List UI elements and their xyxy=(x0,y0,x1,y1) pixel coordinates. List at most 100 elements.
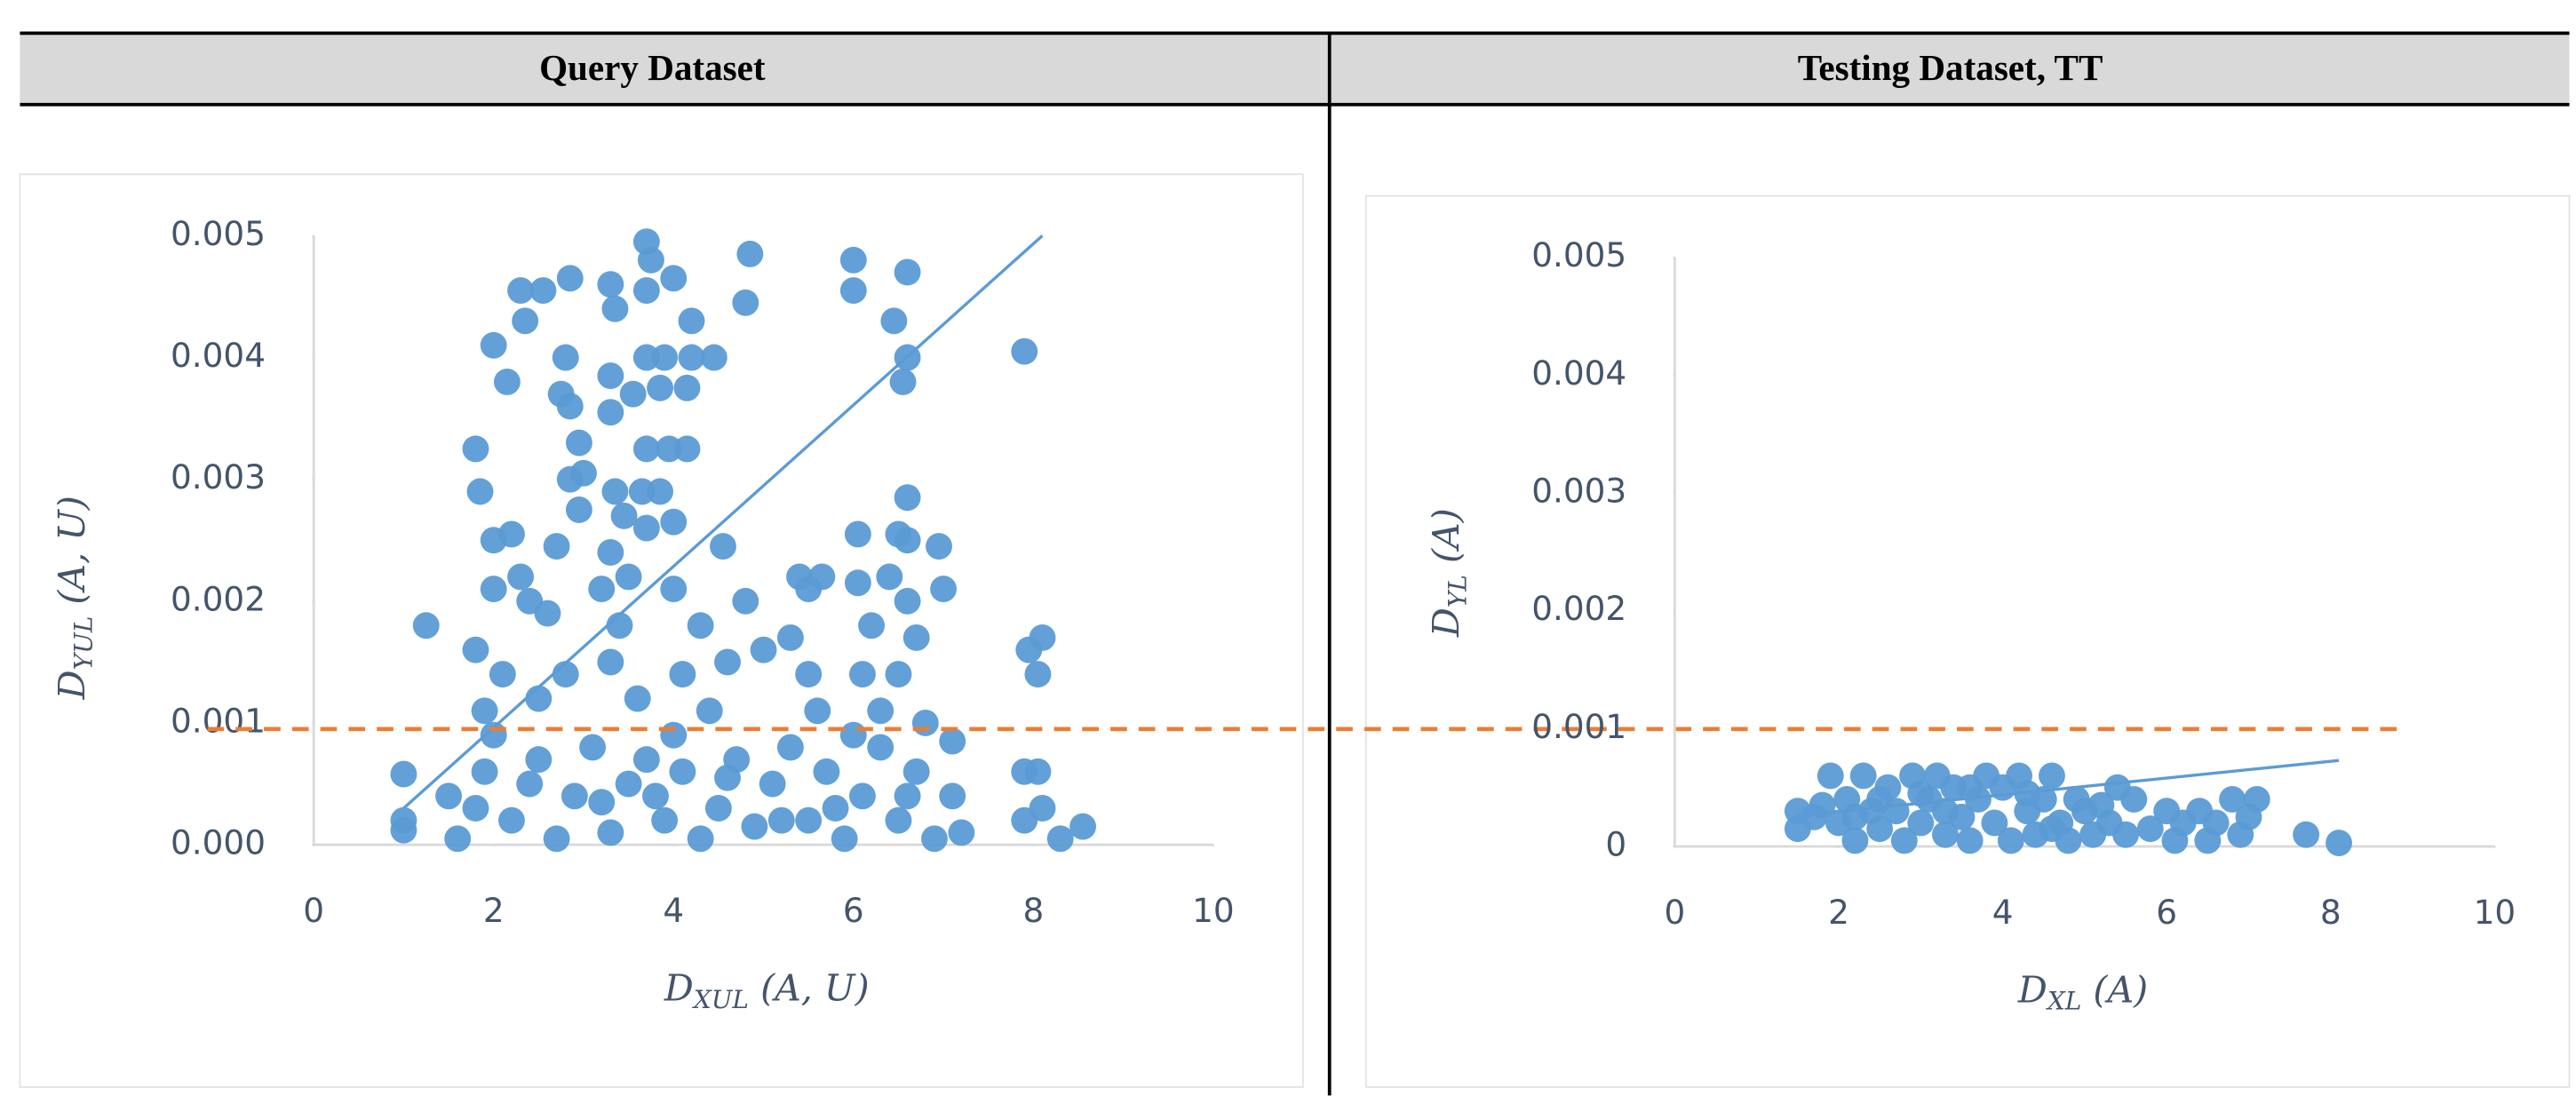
point xyxy=(1841,827,1869,854)
point xyxy=(552,344,579,371)
y-tick-label: 0.004 xyxy=(1531,353,1626,393)
point xyxy=(2095,809,2123,837)
point xyxy=(902,624,930,651)
x-tick-label: 8 xyxy=(2320,893,2341,932)
point xyxy=(632,277,660,305)
point xyxy=(660,721,688,749)
point xyxy=(435,782,463,810)
point xyxy=(480,331,507,359)
point xyxy=(525,685,553,712)
point xyxy=(615,563,642,591)
point xyxy=(2039,815,2065,843)
point xyxy=(926,533,952,560)
point xyxy=(867,734,894,761)
point xyxy=(390,816,417,844)
point xyxy=(948,819,975,846)
x-tick-label: 0 xyxy=(303,891,324,930)
point xyxy=(894,484,921,512)
y-axis-label: DYUL (A, U) xyxy=(51,496,98,700)
point xyxy=(939,782,966,810)
point xyxy=(2293,821,2320,848)
point xyxy=(687,612,714,639)
chart-frame xyxy=(19,173,1304,1088)
point xyxy=(642,782,669,810)
point xyxy=(930,576,958,603)
point xyxy=(844,520,871,548)
y-axis-label-part: YL xyxy=(1443,575,1472,608)
x-axis-label-part: XL xyxy=(2046,986,2082,1015)
point xyxy=(741,813,768,840)
point xyxy=(462,435,489,463)
point xyxy=(1817,762,1844,790)
point xyxy=(471,697,498,725)
point xyxy=(1997,827,2024,854)
point xyxy=(2039,762,2065,790)
chart-frame xyxy=(1364,195,2571,1088)
point xyxy=(480,576,507,603)
point xyxy=(885,806,912,834)
point xyxy=(619,380,647,408)
point xyxy=(759,770,786,798)
point xyxy=(710,533,736,560)
x-axis-label-part: XUL xyxy=(692,984,749,1013)
y-axis-label-part: D xyxy=(51,670,93,700)
y-tick-label: 0.001 xyxy=(171,701,266,740)
point xyxy=(813,758,840,785)
point xyxy=(894,782,921,810)
x-tick-label: 2 xyxy=(483,891,505,930)
point xyxy=(588,576,616,603)
y-tick-label: 0.003 xyxy=(171,457,266,496)
point xyxy=(673,435,701,463)
y-axis-label-part: (A) xyxy=(1425,508,1467,575)
y-tick-label: 0.002 xyxy=(171,579,266,618)
x-tick-label: 10 xyxy=(2474,893,2516,932)
point xyxy=(795,806,823,834)
point xyxy=(687,825,714,853)
point xyxy=(848,661,876,688)
x-axis-label-part: (A) xyxy=(2081,968,2148,1011)
point xyxy=(565,496,592,523)
panel-title: Testing Dataset, TT xyxy=(1798,47,2103,88)
x-axis-label: DXUL (A, U) xyxy=(664,966,870,1013)
point xyxy=(1011,338,1038,365)
point xyxy=(2326,830,2353,856)
point xyxy=(660,265,688,292)
point xyxy=(736,240,764,267)
point xyxy=(1956,827,1984,854)
point xyxy=(565,429,592,457)
point xyxy=(660,576,688,603)
point xyxy=(651,806,679,834)
point xyxy=(543,825,570,853)
point xyxy=(507,277,535,305)
point xyxy=(493,368,521,395)
point xyxy=(597,399,624,426)
point xyxy=(839,721,867,749)
point xyxy=(678,344,705,371)
point xyxy=(669,661,696,688)
point xyxy=(2243,785,2270,813)
point xyxy=(1866,815,1894,843)
point xyxy=(1024,758,1052,785)
point xyxy=(1029,624,1056,651)
point xyxy=(507,563,535,591)
point xyxy=(597,648,624,676)
point xyxy=(462,795,489,822)
point xyxy=(597,362,624,390)
point xyxy=(894,527,921,554)
point xyxy=(2219,785,2246,813)
point xyxy=(1890,827,1918,854)
x-tick-label: 2 xyxy=(1828,893,1849,932)
point xyxy=(696,697,723,725)
point xyxy=(637,246,664,274)
point xyxy=(471,758,498,785)
point xyxy=(804,697,831,725)
point xyxy=(2136,815,2164,843)
point xyxy=(444,825,472,853)
y-tick-label: 0.005 xyxy=(1531,235,1626,274)
point xyxy=(390,760,417,788)
y-axis-label-part: D xyxy=(1425,608,1467,638)
trendline xyxy=(1797,759,2340,818)
point xyxy=(615,770,642,798)
y-axis-label-part: (A, U) xyxy=(51,496,93,616)
y-tick-label: 0.005 xyxy=(171,214,266,253)
